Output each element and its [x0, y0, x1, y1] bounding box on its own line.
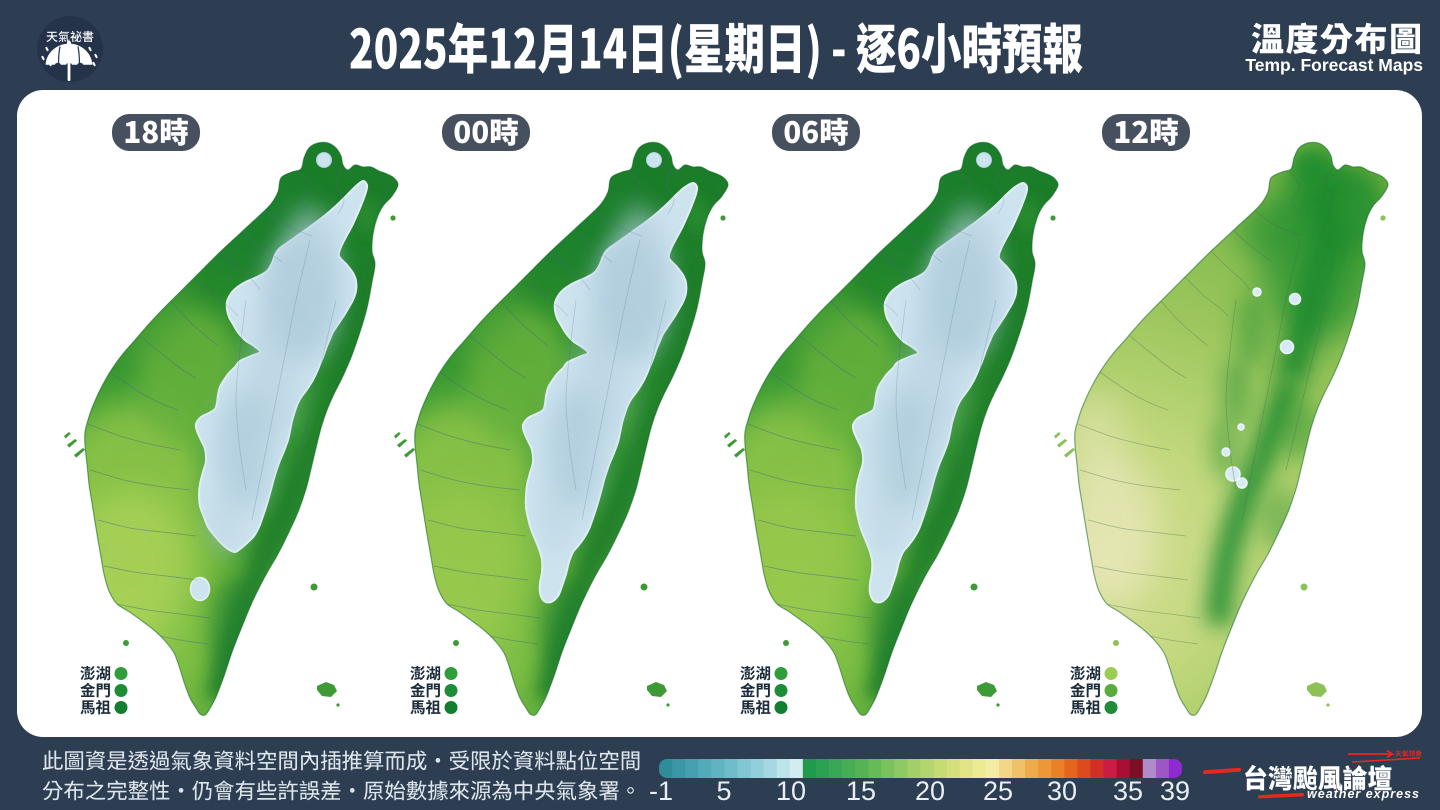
svg-text:5: 5: [716, 776, 731, 806]
svg-text:30: 30: [1047, 776, 1077, 806]
svg-text:39: 39: [1160, 776, 1190, 806]
svg-text:-1: -1: [649, 776, 673, 806]
svg-text:Temp. Forecast Maps: Temp. Forecast Maps: [1245, 55, 1423, 75]
svg-text:weather express: weather express: [1307, 787, 1420, 801]
svg-text:25: 25: [983, 776, 1013, 806]
svg-text:10: 10: [776, 776, 806, 806]
svg-text:35: 35: [1113, 776, 1143, 806]
svg-text:20: 20: [915, 776, 945, 806]
svg-text:15: 15: [846, 776, 876, 806]
